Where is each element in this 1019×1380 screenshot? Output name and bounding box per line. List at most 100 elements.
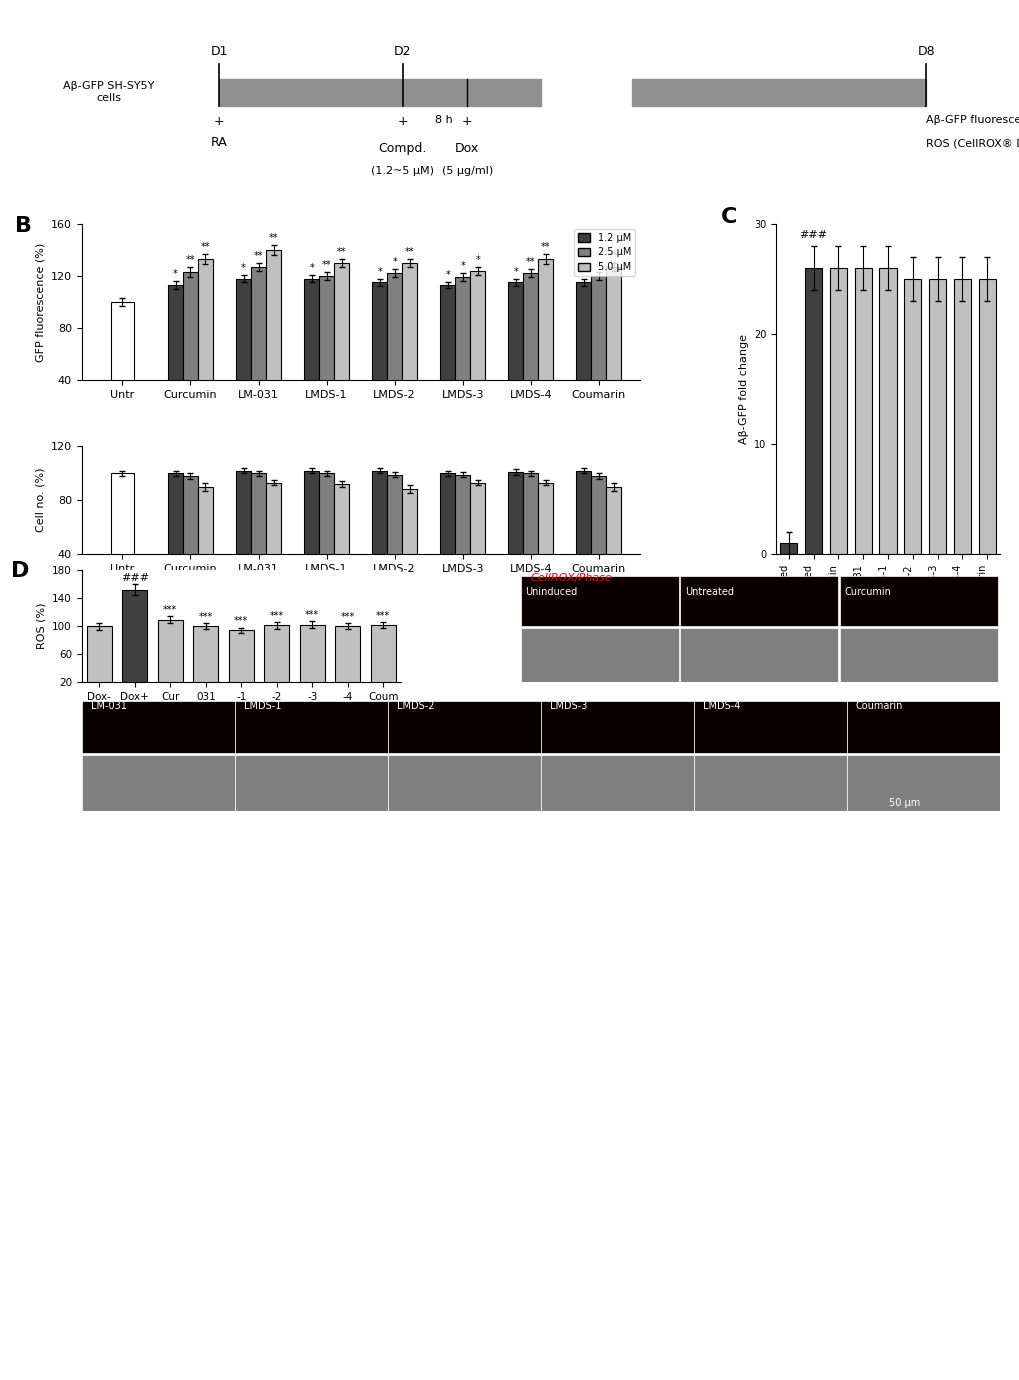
Bar: [454, 475, 470, 609]
Bar: [194, 627, 218, 696]
Bar: [839, 628, 997, 682]
Text: *: *: [475, 255, 480, 265]
Bar: [804, 268, 821, 555]
Bar: [334, 484, 348, 609]
Text: +: +: [214, 115, 224, 128]
Bar: [693, 701, 846, 752]
Text: ###: ###: [120, 573, 149, 582]
Text: LMDS-2: LMDS-2: [396, 701, 434, 711]
Text: ***: ***: [163, 604, 177, 615]
Text: **: **: [526, 258, 535, 268]
Text: D1: D1: [210, 44, 228, 58]
Bar: [846, 701, 999, 752]
Bar: [846, 755, 999, 810]
Bar: [632, 79, 925, 106]
Bar: [251, 266, 266, 432]
Bar: [304, 471, 319, 609]
Bar: [401, 490, 417, 609]
Bar: [828, 268, 846, 555]
Text: +: +: [462, 115, 472, 128]
Text: ***: ***: [305, 610, 319, 620]
Bar: [266, 250, 280, 432]
Bar: [903, 279, 920, 555]
Text: **: **: [608, 251, 618, 261]
Bar: [470, 270, 485, 432]
Bar: [168, 286, 182, 432]
Bar: [523, 273, 538, 432]
Y-axis label: Cell no. (%): Cell no. (%): [36, 468, 45, 533]
Bar: [335, 627, 360, 696]
Bar: [251, 473, 266, 609]
Text: Dox: Dox: [454, 142, 479, 155]
Text: LMDS-4: LMDS-4: [702, 701, 740, 711]
Text: *: *: [460, 261, 465, 272]
Bar: [520, 575, 678, 627]
Bar: [538, 483, 552, 609]
Text: Aβ-GFP SH-SY5Y
cells: Aβ-GFP SH-SY5Y cells: [63, 81, 155, 104]
Text: Compd.: Compd.: [378, 142, 427, 155]
Bar: [182, 272, 198, 432]
Bar: [538, 259, 552, 432]
Bar: [854, 268, 871, 555]
Y-axis label: GFP fluorescence (%): GFP fluorescence (%): [36, 243, 45, 362]
Text: ***: ***: [199, 611, 213, 622]
Text: B: B: [14, 217, 32, 236]
Y-axis label: Aβ-GFP fold change: Aβ-GFP fold change: [738, 334, 748, 444]
Bar: [235, 279, 251, 432]
Text: 8 h: 8 h: [435, 115, 452, 124]
Bar: [372, 283, 387, 432]
Text: Untreated: Untreated: [685, 586, 734, 598]
Bar: [168, 473, 182, 609]
Text: D8: D8: [916, 44, 934, 58]
Bar: [82, 701, 234, 752]
Text: *: *: [392, 258, 396, 268]
Text: **: **: [336, 247, 346, 257]
Bar: [122, 589, 147, 696]
Bar: [87, 627, 112, 696]
Text: *: *: [513, 266, 518, 276]
Bar: [319, 473, 334, 609]
Bar: [591, 476, 605, 609]
Bar: [387, 475, 401, 609]
Bar: [507, 283, 523, 432]
Text: *: *: [445, 270, 449, 280]
Bar: [235, 471, 251, 609]
Bar: [928, 279, 946, 555]
Bar: [839, 575, 997, 627]
Text: **: **: [268, 233, 278, 243]
Text: 50 μm: 50 μm: [889, 799, 920, 809]
Bar: [540, 755, 693, 810]
Bar: [387, 273, 401, 432]
Text: LMDS-1: LMDS-1: [244, 701, 281, 711]
Bar: [680, 628, 838, 682]
Bar: [387, 755, 540, 810]
Text: LMDS-3: LMDS-3: [549, 701, 587, 711]
Bar: [387, 701, 540, 752]
Text: **: **: [201, 241, 210, 251]
Bar: [234, 755, 387, 810]
Text: **: **: [322, 259, 331, 270]
Bar: [372, 471, 387, 609]
Bar: [219, 79, 540, 106]
Bar: [540, 701, 693, 752]
Bar: [977, 279, 995, 555]
Bar: [454, 277, 470, 432]
Text: Coumarin: Coumarin: [855, 701, 902, 711]
Bar: [878, 268, 896, 555]
Bar: [319, 276, 334, 432]
Bar: [370, 625, 395, 696]
Bar: [470, 483, 485, 609]
Text: +: +: [397, 115, 408, 128]
Text: *: *: [377, 266, 382, 276]
Text: ***: ***: [269, 610, 283, 621]
Text: *: *: [240, 262, 246, 273]
Text: ###: ###: [799, 230, 826, 240]
Text: Curcumin: Curcumin: [844, 586, 891, 598]
Text: (5 μg/ml): (5 μg/ml): [441, 166, 492, 175]
Bar: [111, 302, 133, 432]
Bar: [334, 264, 348, 432]
Text: *: *: [309, 262, 314, 273]
Bar: [520, 628, 678, 682]
Bar: [158, 620, 182, 696]
Bar: [266, 483, 280, 609]
